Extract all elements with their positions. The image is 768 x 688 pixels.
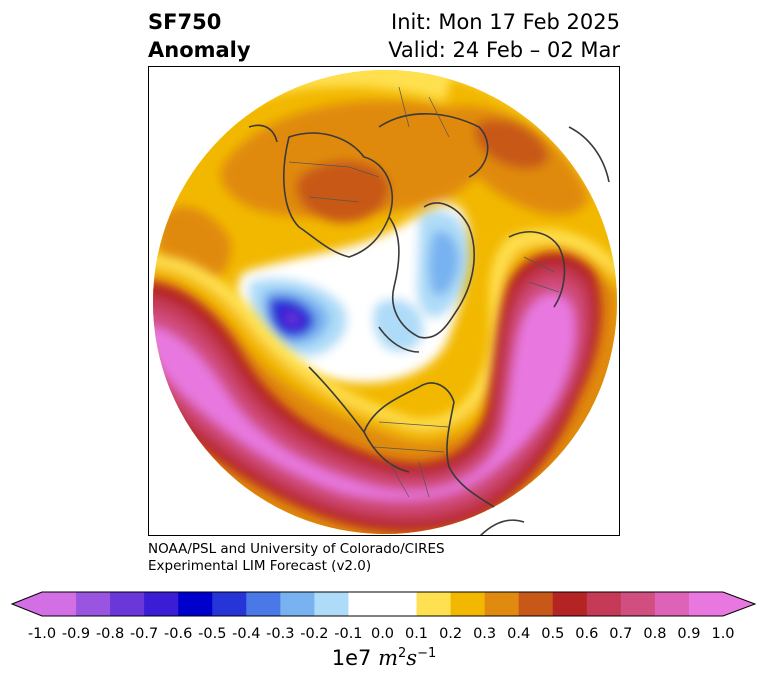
colorbar-swatch <box>620 592 656 616</box>
colorbar-swatch <box>212 592 247 616</box>
colorbar-tick-label: -0.1 <box>334 626 363 642</box>
credit-text: NOAA/PSL and University of Colorado/CIRE… <box>148 541 445 575</box>
units-exp1: 2 <box>398 646 407 661</box>
colorbar-swatch <box>586 592 622 616</box>
colorbar-swatch <box>518 592 554 616</box>
credit-line-2: Experimental LIM Forecast (v2.0) <box>148 558 372 574</box>
colorbar-swatch <box>246 592 281 616</box>
colorbar-swatch <box>42 592 77 616</box>
units-prefix: 1e7 <box>331 646 372 670</box>
colorbar-tick-label: 0.1 <box>404 626 429 642</box>
colorbar <box>10 591 757 617</box>
colorbar-ticks: -1.0 -0.9 -0.8 -0.7 -0.6 -0.5 -0.4 -0.3 -0.2 -0.1… <box>0 626 768 646</box>
coastlines <box>248 113 610 535</box>
colorbar-tick-label: 0.9 <box>677 626 701 642</box>
colorbar-tick-label: -0.8 <box>95 626 125 642</box>
colorbar-swatch <box>382 592 417 616</box>
anomaly-field <box>153 70 617 534</box>
colorbar-tick-label: 0.5 <box>541 626 565 642</box>
valid-range: Valid: 24 Feb – 02 Mar <box>388 38 620 62</box>
credit-line-1: NOAA/PSL and University of Colorado/CIRE… <box>148 541 445 557</box>
map-title-right: Init: Mon 17 Feb 2025 Valid: 24 Feb – 02… <box>388 8 620 64</box>
colorbar-swatch <box>110 592 145 616</box>
colorbar-tick-label: -0.6 <box>164 626 193 642</box>
colorbar-tick-label: -0.5 <box>198 626 227 642</box>
colorbar-swatch <box>484 592 520 616</box>
colorbar-units: 1e7 m2s−1 <box>0 646 768 670</box>
colorbar-swatch <box>280 592 315 616</box>
colorbar-outline <box>10 591 757 617</box>
map-panel <box>148 66 620 536</box>
colorbar-swatch <box>552 592 588 616</box>
colorbar-tick-label: 0.3 <box>473 626 497 642</box>
colorbar-tick-label: -0.3 <box>266 626 295 642</box>
colorbar-swatch <box>688 592 724 616</box>
colorbar-tick-label: 0.8 <box>643 626 667 642</box>
colorbar-tick-label: 0.4 <box>507 626 531 642</box>
colorbar-swatch <box>178 592 213 616</box>
colorbar-swatch <box>144 592 179 616</box>
colorbar-extend-min <box>12 592 42 616</box>
colorbar-tick-label: -0.4 <box>232 626 261 642</box>
units-base2: s <box>406 646 418 670</box>
colorbar-extend-max <box>723 592 755 616</box>
colorbar-tick-label: -0.7 <box>129 626 159 642</box>
colorbar-swatch <box>416 592 451 616</box>
colorbar-swatch <box>76 592 111 616</box>
polar-stereographic-map <box>153 70 617 535</box>
colorbar-tick-label: -0.2 <box>300 626 329 642</box>
colorbar-tick-label: -0.9 <box>61 626 91 642</box>
colorbar-swatch <box>348 592 383 616</box>
init-date: Init: Mon 17 Feb 2025 <box>391 10 620 34</box>
colorbar-tick-label: 0.0 <box>370 626 395 642</box>
colorbar-swatch <box>314 592 349 616</box>
colorbar-tick-label: -1.0 <box>27 626 57 642</box>
colorbar-swatch <box>450 592 486 616</box>
colorbar-tick-label: 0.2 <box>439 626 463 642</box>
colorbar-tick-label: 0.7 <box>609 626 633 642</box>
variable-label: SF750 <box>148 10 222 34</box>
map-title-left: SF750 Anomaly <box>148 8 251 64</box>
kind-label: Anomaly <box>148 38 251 62</box>
units-base: m <box>378 646 399 670</box>
colorbar-tick-label: 0.6 <box>575 626 599 642</box>
units-exp2: −1 <box>417 646 437 661</box>
borders <box>288 86 560 498</box>
colorbar-tick-label: 1.0 <box>711 626 735 642</box>
colorbar-swatch <box>654 592 690 616</box>
